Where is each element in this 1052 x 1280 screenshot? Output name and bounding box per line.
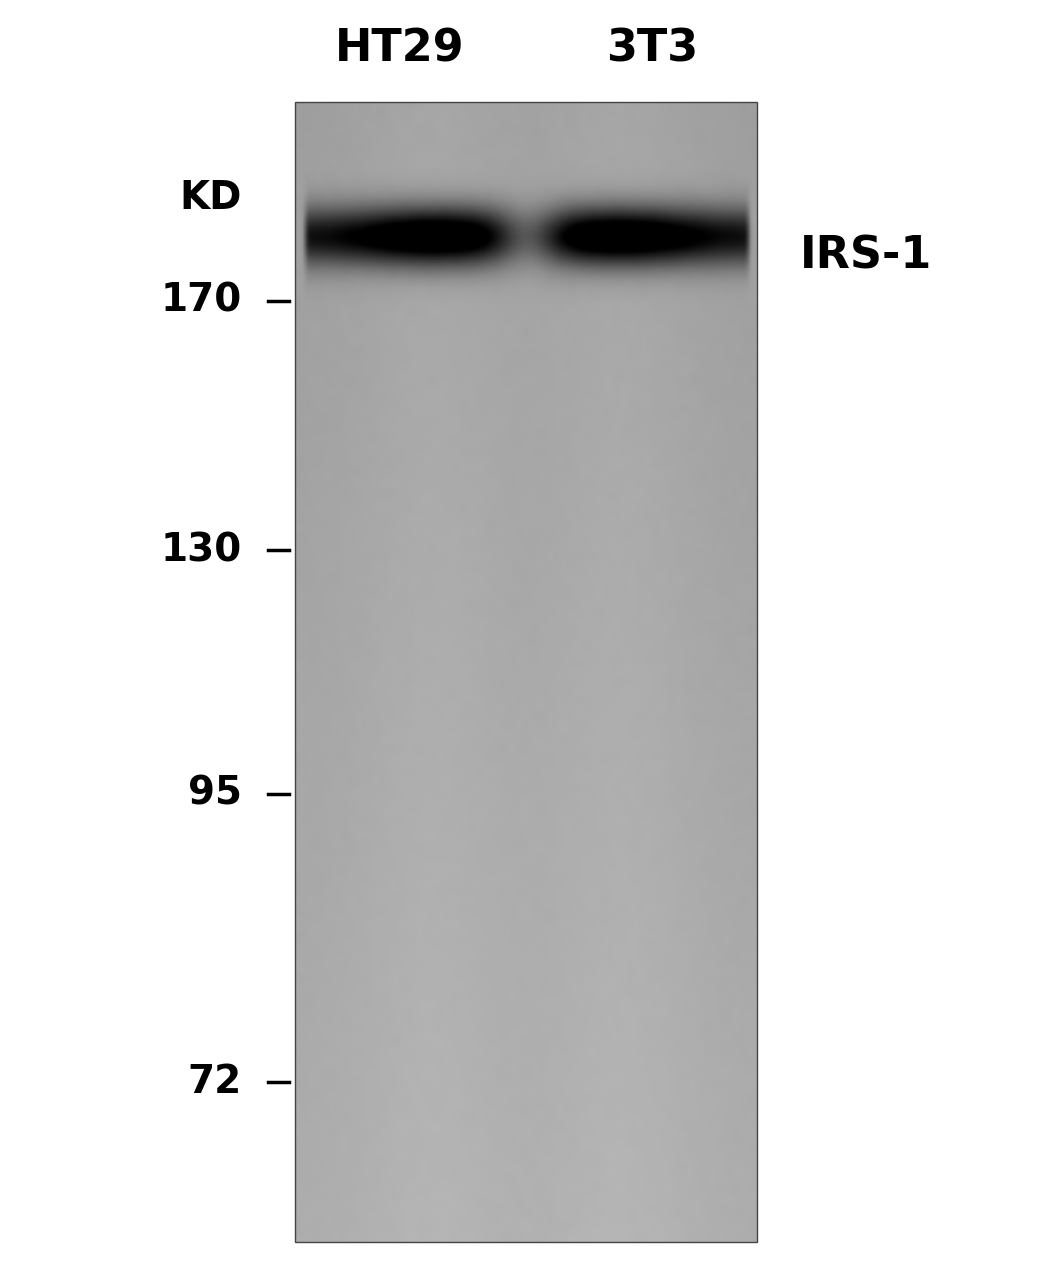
Text: 130: 130 (161, 531, 242, 570)
Text: IRS-1: IRS-1 (800, 234, 932, 278)
Text: HT29: HT29 (335, 27, 465, 70)
Text: KD: KD (180, 179, 242, 218)
Text: 72: 72 (187, 1062, 242, 1101)
Text: 3T3: 3T3 (606, 27, 699, 70)
Text: 170: 170 (161, 282, 242, 320)
Text: 95: 95 (188, 774, 242, 813)
Bar (295, 102, 757, 1242)
